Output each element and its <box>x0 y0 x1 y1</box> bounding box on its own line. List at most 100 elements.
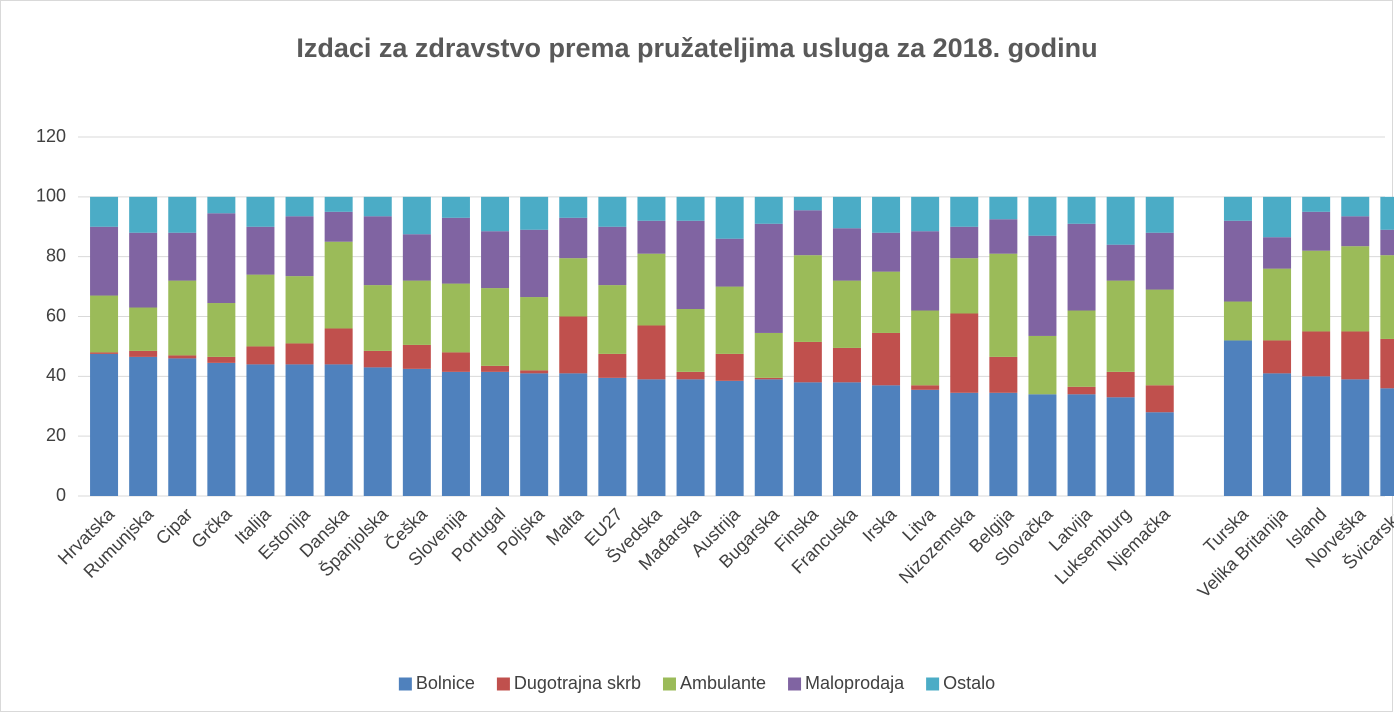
bar-segment <box>363 285 392 351</box>
bar-segment <box>754 377 783 380</box>
bar-segment <box>911 196 940 232</box>
bar-segment <box>832 347 861 383</box>
chart-title: Izdaci za zdravstvo prema pružateljima u… <box>296 33 1097 63</box>
bar-segment <box>402 280 431 345</box>
bar-segment <box>1106 280 1135 372</box>
bar-segment <box>129 350 158 357</box>
bar-segment <box>872 271 901 333</box>
bar-segment <box>715 286 744 354</box>
bar-segment <box>1145 385 1174 413</box>
bar-segment <box>989 253 1018 357</box>
bar-segment <box>481 196 510 232</box>
bar-segment <box>207 303 236 357</box>
bar-segment <box>520 196 549 230</box>
bar-segment <box>950 226 979 259</box>
bar-segment <box>1145 232 1174 290</box>
bar-segment <box>911 389 940 496</box>
bar-segment <box>676 220 705 310</box>
bar-segment <box>324 364 353 496</box>
bar-segment <box>441 371 470 496</box>
bar-segment <box>793 210 822 256</box>
bar-segment <box>598 353 627 378</box>
bar-segment <box>1223 340 1252 496</box>
bar-segment <box>90 295 119 353</box>
bar-segment <box>1341 246 1370 332</box>
bar-segment <box>1223 301 1252 341</box>
bar-segment <box>872 385 901 496</box>
y-tick-label: 120 <box>36 126 66 146</box>
bar-segment <box>1106 397 1135 496</box>
bar-segment <box>598 285 627 354</box>
bar-segment <box>637 220 666 254</box>
bar-segment <box>1067 196 1096 224</box>
bar-segment <box>1028 196 1057 236</box>
bar-segment <box>559 217 588 259</box>
bar-segment <box>676 309 705 372</box>
bar-segment <box>402 234 431 281</box>
bar-segment <box>285 216 314 277</box>
y-tick-label: 60 <box>46 305 66 325</box>
bar-segment <box>989 392 1018 496</box>
bar-segment <box>1263 196 1292 238</box>
bar-segment <box>1067 310 1096 387</box>
legend-label: Dugotrajna skrb <box>514 673 641 693</box>
bar-segment <box>207 213 236 304</box>
bar-segment <box>1302 196 1331 212</box>
legend-label: Bolnice <box>416 673 475 693</box>
legend-swatch <box>926 677 940 691</box>
y-tick-label: 80 <box>46 245 66 265</box>
bar-segment <box>1106 371 1135 398</box>
bar-segment <box>1067 223 1096 311</box>
bar-segment <box>559 316 588 374</box>
bar-segment <box>793 196 822 211</box>
legend-swatch <box>662 677 676 691</box>
bar-segment <box>1263 340 1292 374</box>
bar-segment <box>168 280 197 356</box>
bar-segment <box>1302 376 1331 496</box>
bar-segment <box>246 274 275 347</box>
bar-segment <box>520 229 549 298</box>
bar-segment <box>129 356 158 496</box>
bar-segment <box>1380 388 1394 496</box>
bar-segment <box>637 253 666 326</box>
bar-segment <box>950 313 979 393</box>
legend-label: Maloprodaja <box>805 673 905 693</box>
bar-segment <box>872 232 901 272</box>
bar-segment <box>911 310 940 386</box>
bar-segment <box>1380 229 1394 256</box>
bar-segment <box>402 344 431 369</box>
bar-segment <box>324 328 353 365</box>
bar-segment <box>715 380 744 496</box>
bar-segment <box>950 392 979 496</box>
bar-segment <box>129 196 158 233</box>
y-tick-label: 40 <box>46 365 66 385</box>
bar-segment <box>1067 394 1096 496</box>
bar-segment <box>832 280 861 348</box>
bar-segment <box>246 226 275 275</box>
bar-segment <box>1341 196 1370 217</box>
bar-segment <box>363 216 392 286</box>
bar-segment <box>402 196 431 235</box>
legend-label: Ostalo <box>943 673 995 693</box>
bar-segment <box>90 196 119 227</box>
bar-segment <box>989 356 1018 393</box>
bar-segment <box>90 352 119 354</box>
bar-segment <box>1067 386 1096 395</box>
bar-segment <box>441 196 470 218</box>
bar-segment <box>1341 379 1370 496</box>
bar-segment <box>715 238 744 287</box>
bar-segment <box>754 332 783 378</box>
bar-segment <box>90 226 119 296</box>
bar-segment <box>1028 394 1057 496</box>
y-tick-label: 20 <box>46 425 66 445</box>
bar-segment <box>598 196 627 227</box>
bar-segment <box>363 350 392 368</box>
bar-segment <box>793 341 822 383</box>
bar-segment <box>832 228 861 281</box>
bar-segment <box>324 211 353 242</box>
bar-segment <box>1302 211 1331 251</box>
bar-segment <box>441 283 470 353</box>
bar-segment <box>285 364 314 496</box>
bar-segment <box>1028 335 1057 395</box>
